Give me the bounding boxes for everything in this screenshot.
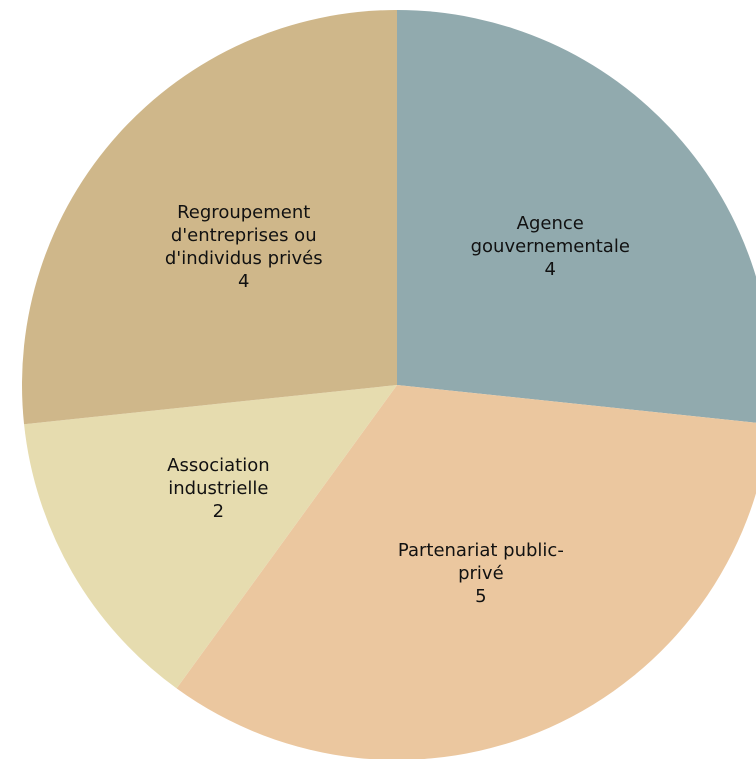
pie-slice: [21, 10, 397, 425]
value-label: 2: [212, 500, 225, 522]
label-box: Agence gouvernementale 4: [465, 137, 635, 357]
category-label: Regroupement d'entreprises ou d'individu…: [164, 201, 323, 269]
label-box: Partenariat public-privé 5: [396, 463, 566, 683]
pie-slice: [24, 385, 397, 689]
value-label: 4: [544, 259, 556, 281]
pie-slice: [397, 10, 756, 423]
category-label: Association industrielle: [167, 454, 270, 499]
category-label: Partenariat public-privé: [397, 539, 564, 584]
pie-slice: [176, 385, 756, 759]
category-label: Agence gouvernementale: [470, 213, 630, 258]
slice-label: Regroupement d'entreprises ou d'individu…: [159, 137, 329, 357]
label-box: Association industrielle 2: [133, 378, 303, 598]
value-label: 4: [237, 270, 250, 292]
label-box: Regroupement d'entreprises ou d'individu…: [159, 137, 329, 357]
value-label: 5: [475, 585, 487, 607]
